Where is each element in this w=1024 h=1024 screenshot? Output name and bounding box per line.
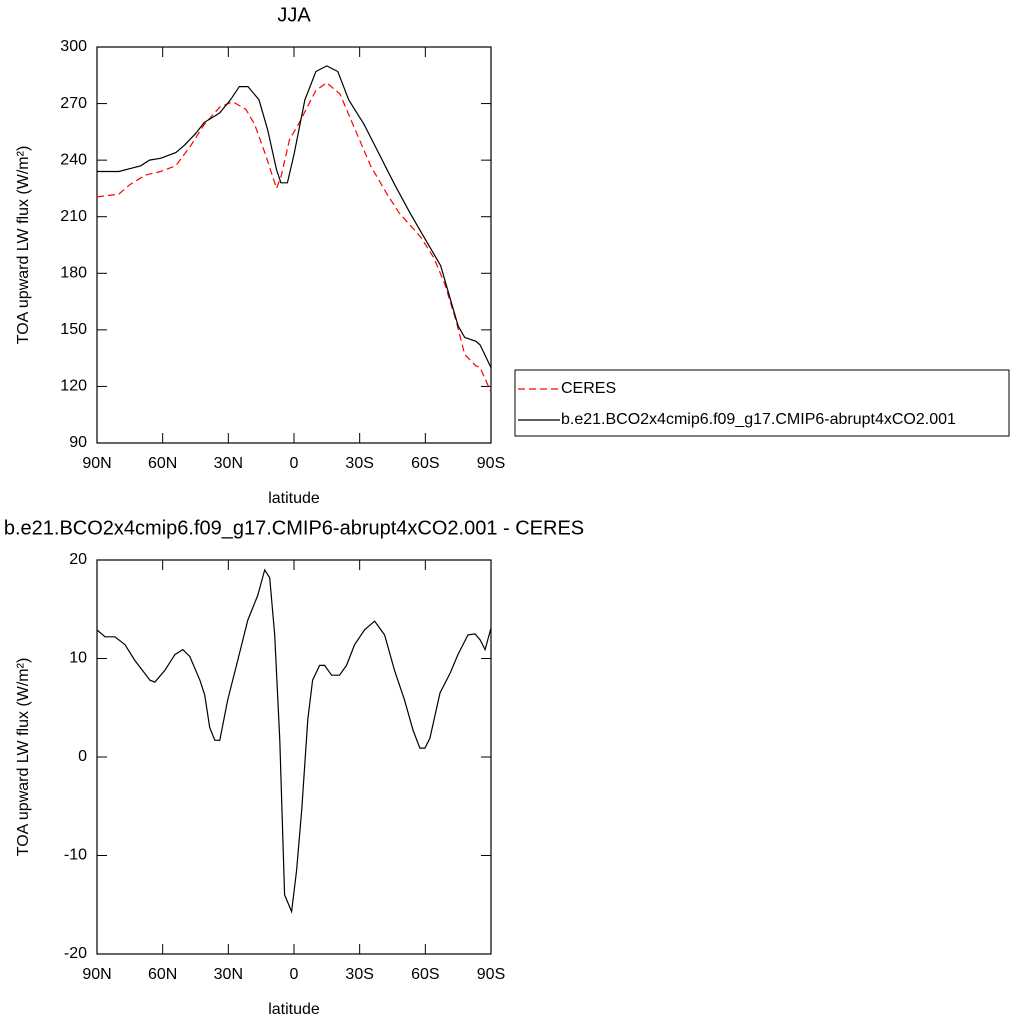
data-line — [96, 82, 492, 393]
x-tick-label: 30N — [214, 455, 243, 472]
x-tick-label: 60N — [148, 455, 177, 472]
data-line — [97, 65, 492, 368]
y-tick-label: -10 — [64, 847, 87, 864]
x-axis-label: latitude — [268, 490, 320, 507]
y-axis-label: TOA upward LW flux (W/m²) — [15, 658, 32, 857]
x-tick-label: 90S — [477, 966, 505, 983]
y-tick-label: 10 — [69, 650, 87, 667]
plot-frame — [96, 559, 492, 955]
legend-label: CERES — [561, 380, 616, 397]
y-tick-label: 270 — [60, 95, 87, 112]
plot-frame — [96, 46, 492, 444]
y-axis-label: TOA upward LW flux (W/m²) — [15, 146, 32, 345]
x-tick-label: 60S — [411, 455, 439, 472]
legend-label: b.e21.BCO2x4cmip6.f09_g17.CMIP6-abrupt4x… — [561, 411, 956, 428]
x-tick-label: 0 — [290, 455, 299, 472]
y-tick-label: 180 — [60, 265, 87, 282]
x-axis-label: latitude — [268, 1001, 320, 1018]
y-tick-label: 120 — [60, 378, 87, 395]
y-tick-label: 240 — [60, 151, 87, 168]
data-line — [96, 568, 492, 914]
y-tick-label: 20 — [69, 551, 87, 568]
x-tick-label: 90S — [477, 455, 505, 472]
legend: CERES b.e21.BCO2x4cmip6.f09_g17.CMIP6-abr… — [514, 369, 1010, 437]
x-tick-label: 30S — [345, 966, 373, 983]
x-tick-label: 90N — [82, 455, 111, 472]
x-tick-label: 0 — [290, 966, 299, 983]
y-tick-label: 300 — [60, 38, 87, 55]
x-tick-label: 60N — [148, 966, 177, 983]
legend-frame — [514, 369, 1010, 437]
x-tick-label: 60S — [411, 966, 439, 983]
y-tick-label: 0 — [78, 748, 87, 765]
y-tick-label: -20 — [64, 945, 87, 962]
x-tick-label: 30S — [345, 455, 373, 472]
y-tick-label: 150 — [60, 321, 87, 338]
y-tick-label: 210 — [60, 208, 87, 225]
x-tick-label: 30N — [214, 966, 243, 983]
y-tick-label: 90 — [69, 434, 87, 451]
chart-title: JJA — [277, 4, 311, 26]
x-tick-label: 90N — [82, 966, 111, 983]
chart-title: b.e21.BCO2x4cmip6.f09_g17.CMIP6-abrupt4x… — [4, 517, 584, 539]
